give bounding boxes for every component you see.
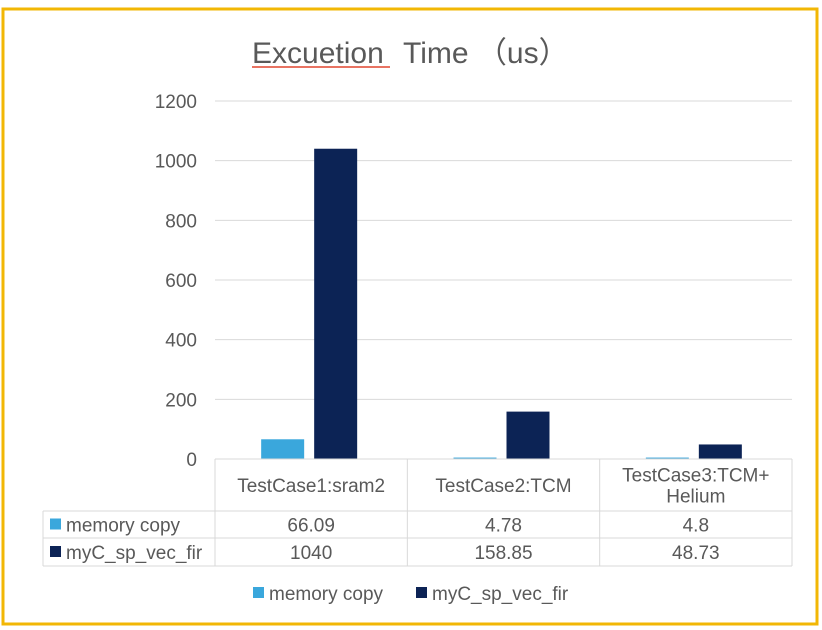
- bar-myc-sp-vec-fir: [314, 148, 358, 459]
- table-value: 158.85: [474, 543, 532, 564]
- y-tick-label: 200: [165, 390, 197, 411]
- y-tick-label: 800: [165, 211, 197, 232]
- gridlines: [215, 100, 792, 400]
- table-value: 4.8: [683, 516, 709, 537]
- legend: memory copy myC_sp_vec_fir: [253, 584, 569, 605]
- table-value: 4.78: [485, 516, 522, 537]
- chart-title-rest: Time （us）: [403, 37, 569, 70]
- chart-title-word: Excuetion: [252, 37, 384, 70]
- table-series-name: myC_sp_vec_fir: [66, 543, 203, 564]
- category-label: TestCase3:TCM+: [622, 466, 769, 487]
- legend-swatch: [416, 587, 427, 598]
- y-tick-label: 1000: [155, 152, 197, 173]
- legend-swatch: [253, 587, 264, 598]
- y-tick-label: 0: [186, 450, 197, 471]
- bars: [261, 148, 742, 459]
- y-tick-label: 1200: [155, 92, 197, 113]
- bar-memory-copy: [453, 457, 497, 459]
- legend-label: myC_sp_vec_fir: [432, 584, 569, 605]
- table-value: 48.73: [672, 543, 720, 564]
- chart-title: Excuetion Time （us）: [252, 37, 569, 70]
- category-label: TestCase2:TCM: [435, 476, 571, 497]
- category-label: Helium: [666, 487, 725, 508]
- table-value: 66.09: [287, 516, 335, 537]
- bar-myc-sp-vec-fir: [506, 411, 550, 459]
- data-table: TestCase1:sram2 TestCase2:TCM TestCase3:TC…: [42, 458, 793, 567]
- bar-memory-copy: [261, 439, 305, 459]
- table-value: 1040: [290, 543, 332, 564]
- y-tick-label: 400: [165, 331, 197, 352]
- y-tick-label: 600: [165, 271, 197, 292]
- table-legend-key: [50, 518, 61, 530]
- table-legend-key: [50, 546, 61, 557]
- table-series-name: memory copy: [66, 516, 181, 537]
- chart-border: [1, 7, 819, 626]
- legend-label: memory copy: [269, 584, 384, 605]
- y-axis-tick-labels: 0 200 400 600 800 1000 1200: [155, 92, 197, 471]
- bar-myc-sp-vec-fir: [698, 444, 742, 459]
- category-label: TestCase1:sram2: [237, 476, 385, 497]
- bar-memory-copy: [645, 457, 689, 459]
